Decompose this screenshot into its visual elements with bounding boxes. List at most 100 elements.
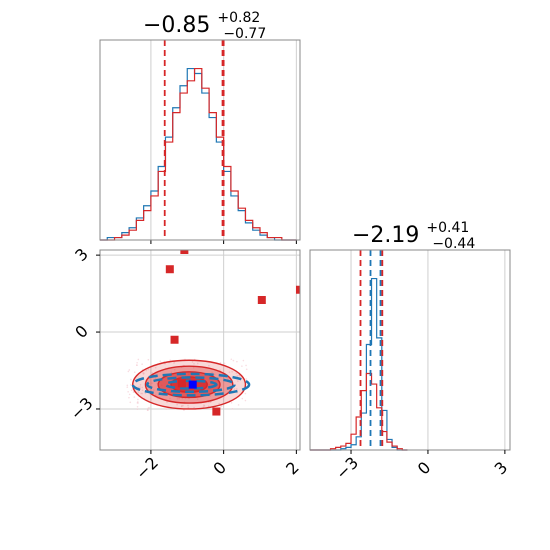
sample-point (147, 358, 150, 361)
sample-point (231, 370, 233, 373)
sample-point (140, 392, 143, 395)
x-tick-label: 0 (414, 458, 435, 479)
sample-point (136, 408, 139, 410)
sample-point (228, 371, 231, 373)
sample-point (223, 362, 226, 365)
panel-frame (309, 249, 511, 451)
sample-point (191, 361, 194, 363)
y-tick-label: 3 (71, 244, 92, 265)
histogram-red (310, 372, 408, 451)
sample-point (236, 388, 238, 390)
sample-point (139, 386, 141, 388)
y-tick-label: −3 (67, 394, 97, 424)
sample-point (176, 403, 178, 406)
panel-param2-histogram: −3 0 3 (309, 249, 511, 483)
sample-point (202, 406, 205, 408)
sample-point (133, 396, 136, 398)
x-tick-label: −2 (132, 453, 162, 483)
sample-point (154, 366, 157, 369)
contour-blue-2 (146, 376, 236, 394)
sample-point (181, 397, 184, 400)
sample-point (164, 362, 166, 365)
sample-point (136, 361, 138, 364)
sample-point (129, 401, 132, 404)
sample-point (147, 409, 149, 411)
title-param1: −0.85 +0.82 −0.77 (143, 3, 267, 42)
sample-point (141, 363, 143, 365)
sample-point (151, 382, 153, 384)
sample-point (154, 394, 157, 396)
sample-point (136, 402, 139, 404)
sample-point (160, 391, 163, 393)
sample-point (220, 406, 222, 408)
sample-point (219, 362, 222, 364)
sample-point (227, 377, 229, 380)
sample-point (242, 359, 245, 362)
sample-point (144, 392, 147, 395)
red-marker (177, 379, 186, 388)
red-marker (257, 296, 266, 304)
sample-point (126, 384, 129, 387)
y-tick-label: 0 (71, 321, 92, 342)
sample-point (244, 399, 247, 402)
sample-point (218, 402, 220, 405)
panel-frame (99, 249, 301, 451)
contour-area (100, 250, 300, 450)
sample-point (235, 372, 238, 375)
sample-point (153, 389, 155, 391)
sample-point (207, 405, 210, 408)
sample-point (166, 401, 168, 403)
sample-point (167, 408, 169, 410)
sample-point (176, 398, 179, 400)
sample-point (218, 376, 221, 379)
sample-point (178, 397, 180, 400)
sample-point (137, 398, 139, 401)
sample-point (187, 406, 190, 409)
sample-point (130, 378, 132, 381)
sample-point (147, 407, 149, 410)
sample-point (130, 389, 133, 392)
x-tick-label: 2 (282, 458, 303, 479)
sample-point (237, 404, 240, 406)
sample-point (241, 397, 244, 400)
sample-point (196, 398, 199, 401)
sample-point (183, 409, 185, 411)
sample-point (151, 372, 153, 374)
sample-point (193, 406, 195, 409)
panel-param1-histogram (99, 39, 301, 244)
sample-point (170, 371, 173, 374)
sample-point (192, 366, 195, 369)
sample-point (219, 369, 221, 371)
histogram-red (100, 67, 297, 241)
sample-point (173, 362, 175, 364)
sample-point (127, 370, 130, 373)
sample-point (233, 388, 236, 390)
sample-point (196, 362, 199, 365)
sample-point (139, 383, 142, 386)
red-marker (165, 265, 174, 274)
sample-point (221, 405, 223, 407)
sample-point (154, 377, 157, 379)
sample-point (137, 358, 140, 361)
sample-point (236, 360, 238, 363)
sample-point (225, 388, 228, 390)
sample-point (141, 392, 144, 395)
sample-point (145, 369, 148, 372)
sample-point (245, 368, 248, 371)
sample-point (245, 364, 247, 367)
sample-point (193, 362, 195, 365)
sample-point (231, 407, 234, 410)
sample-point (230, 401, 233, 404)
sample-point (232, 359, 235, 362)
sample-point (169, 397, 171, 400)
sample-point (141, 389, 144, 392)
sample-point (173, 368, 176, 371)
sample-point (241, 365, 243, 367)
sample-point (128, 369, 131, 371)
title-param2: −2.19 +0.41 −0.44 (352, 213, 476, 252)
sample-point (236, 374, 239, 377)
panel-joint-contour: −2 0 2 −3 0 3 (67, 244, 303, 483)
histogram-blue (100, 67, 297, 241)
red-marker (212, 407, 221, 416)
